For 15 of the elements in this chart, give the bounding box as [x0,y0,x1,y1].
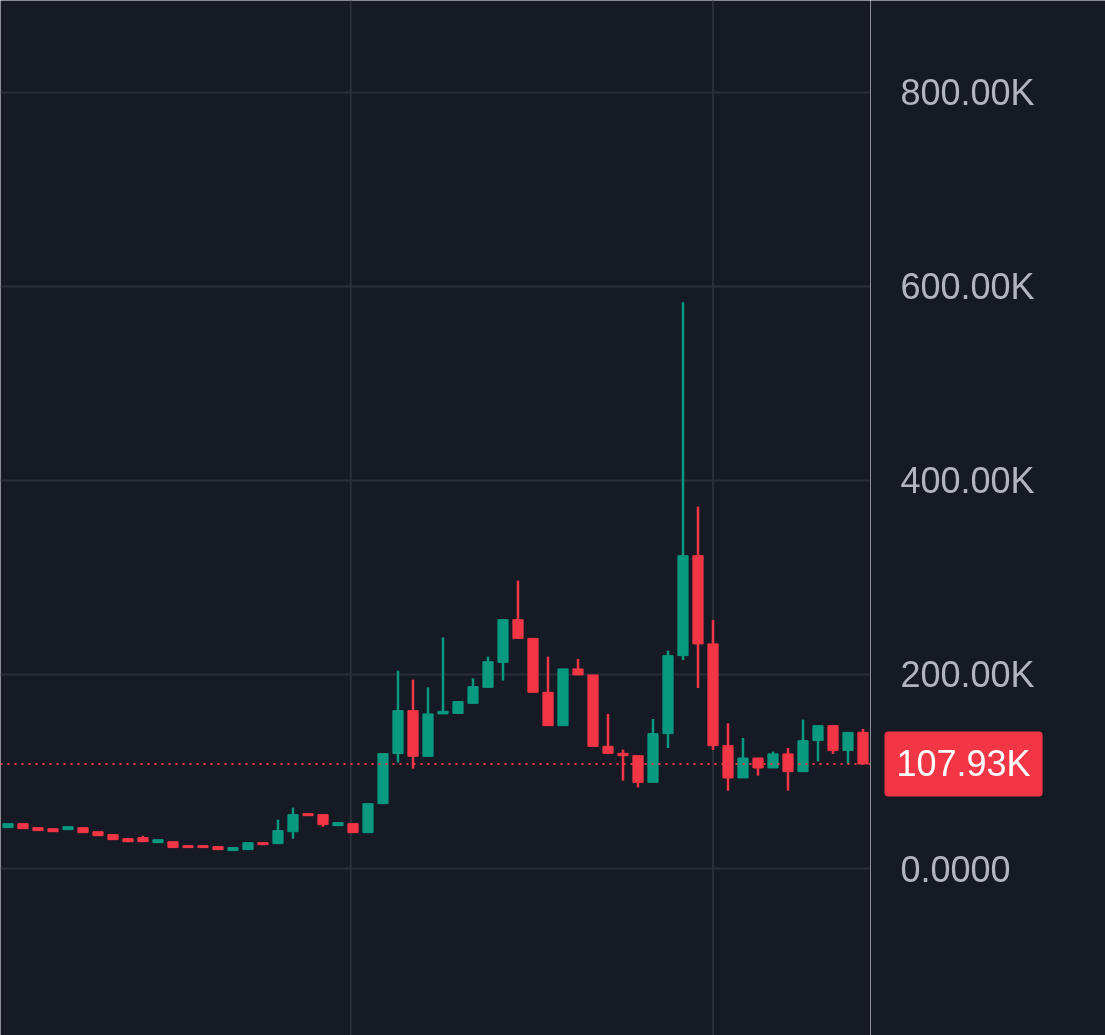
y-tick-label: 800.00K [900,72,1035,114]
y-tick-label: 600.00K [900,266,1035,308]
y-tick-label: 400.00K [900,460,1035,502]
candlestick [467,677,479,705]
candlestick [512,579,524,640]
candlestick [287,806,299,840]
ref-line-label: 107.93K [896,743,1031,785]
candlestick [272,818,284,845]
candlestick [602,712,614,755]
candlestick [737,736,749,780]
y-tick-label: 200.00K [900,654,1035,696]
y-tick-label: 0.0000 [900,848,1011,890]
candlestick [842,731,854,766]
candlestick [812,724,824,763]
candlestick [437,636,449,716]
